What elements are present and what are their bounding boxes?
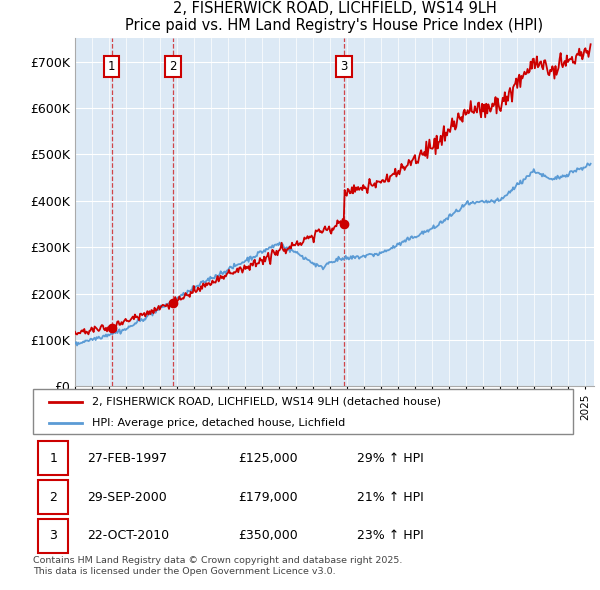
Text: 23% ↑ HPI: 23% ↑ HPI: [357, 529, 424, 542]
Title: 2, FISHERWICK ROAD, LICHFIELD, WS14 9LH
Price paid vs. HM Land Registry's House : 2, FISHERWICK ROAD, LICHFIELD, WS14 9LH …: [125, 1, 544, 33]
Text: 3: 3: [49, 529, 57, 542]
Text: 22-OCT-2010: 22-OCT-2010: [87, 529, 169, 542]
Text: 2: 2: [169, 60, 176, 73]
Text: 3: 3: [340, 60, 348, 73]
Text: 1: 1: [49, 452, 57, 465]
Text: 27-FEB-1997: 27-FEB-1997: [87, 452, 167, 465]
Bar: [38, 441, 68, 476]
Text: £179,000: £179,000: [238, 490, 298, 504]
Text: 2, FISHERWICK ROAD, LICHFIELD, WS14 9LH (detached house): 2, FISHERWICK ROAD, LICHFIELD, WS14 9LH …: [92, 397, 442, 407]
Text: 1: 1: [108, 60, 115, 73]
Text: 2: 2: [49, 490, 57, 504]
Text: 21% ↑ HPI: 21% ↑ HPI: [357, 490, 424, 504]
Bar: [38, 480, 68, 514]
Text: 29-SEP-2000: 29-SEP-2000: [87, 490, 167, 504]
Text: £350,000: £350,000: [238, 529, 298, 542]
Text: Contains HM Land Registry data © Crown copyright and database right 2025.
This d: Contains HM Land Registry data © Crown c…: [33, 556, 403, 576]
Text: HPI: Average price, detached house, Lichfield: HPI: Average price, detached house, Lich…: [92, 418, 346, 428]
Text: 29% ↑ HPI: 29% ↑ HPI: [357, 452, 424, 465]
Bar: [38, 519, 68, 553]
Text: £125,000: £125,000: [238, 452, 298, 465]
